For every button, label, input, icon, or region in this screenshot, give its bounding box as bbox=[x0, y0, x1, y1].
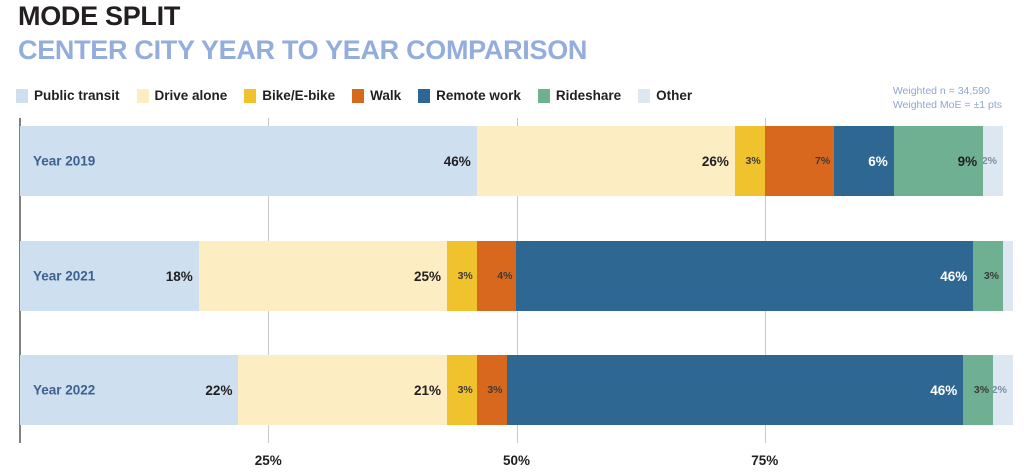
bar-segment-rideshare[interactable]: 3% bbox=[963, 355, 994, 425]
bar-row: 18% 25% 3% 4% 46% 3% Year 2021 bbox=[20, 241, 1013, 311]
bar-segment-walk[interactable]: 7% bbox=[764, 126, 835, 196]
x-tick-label: 25% bbox=[254, 453, 282, 468]
legend-item-walk[interactable]: Walk bbox=[352, 88, 401, 103]
bar-segment-public-transit[interactable]: 46% bbox=[20, 126, 477, 196]
bar-row: 46% 26% 3% 7% 6% 9% 2% Year 2019 bbox=[20, 126, 1013, 196]
weighted-moe-text: Weighted MoE = ±1 pts bbox=[892, 99, 1002, 112]
segment-value-label: 3% bbox=[457, 270, 473, 282]
legend-swatch-icon bbox=[418, 88, 431, 103]
legend-label: Drive alone bbox=[154, 88, 228, 103]
segment-value-label: 25% bbox=[413, 268, 441, 284]
bar-segment-drive-alone[interactable]: 25% bbox=[198, 241, 447, 311]
bar-segment-remote-work[interactable]: 46% bbox=[516, 241, 974, 311]
legend-swatch-icon bbox=[638, 88, 651, 103]
segment-value-label: 9% bbox=[957, 153, 978, 169]
bar-segment-other[interactable]: 2% bbox=[993, 355, 1013, 425]
legend-item-rideshare[interactable]: Rideshare bbox=[537, 88, 622, 103]
bar-segment-public-transit[interactable]: 18% bbox=[20, 241, 199, 311]
segment-value-label: 3% bbox=[487, 384, 503, 396]
segment-value-label: 2% bbox=[983, 155, 998, 167]
bar-segment-bike-e-bike[interactable]: 3% bbox=[446, 241, 477, 311]
legend-item-public-transit[interactable]: Public transit bbox=[16, 88, 120, 103]
bar-segment-remote-work[interactable]: 6% bbox=[834, 126, 894, 196]
segment-value-label: 4% bbox=[497, 270, 513, 282]
bar-segment-rideshare[interactable]: 3% bbox=[973, 241, 1004, 311]
legend-item-other[interactable]: Other bbox=[638, 88, 692, 103]
legend-swatch-icon bbox=[244, 88, 257, 103]
segment-value-label: 46% bbox=[443, 153, 471, 169]
legend-swatch-icon bbox=[352, 88, 365, 103]
legend-item-drive-alone[interactable]: Drive alone bbox=[136, 88, 228, 103]
y-axis-line bbox=[19, 118, 21, 443]
segment-value-label: 26% bbox=[701, 153, 729, 169]
bar-segment-bike-e-bike[interactable]: 3% bbox=[734, 126, 765, 196]
segment-value-label: 7% bbox=[815, 155, 831, 167]
segment-value-label: 2% bbox=[993, 384, 1007, 396]
chart-plot-area: 46% 26% 3% 7% 6% 9% 2% Year 2019 18% 25% 3% 4% 46% 3%… bbox=[0, 118, 1024, 470]
legend-label: Walk bbox=[370, 88, 402, 103]
page-subtitle: CENTER CITY YEAR TO YEAR COMPARISON bbox=[18, 35, 588, 65]
bar-row: 22% 21% 3% 3% 46% 3% 2% Year 2022 bbox=[20, 355, 1013, 425]
segment-value-label: 6% bbox=[868, 153, 888, 169]
chart-legend: Public transit Drive alone Bike/E-bike Walk… bbox=[16, 88, 692, 103]
segment-value-label: 3% bbox=[457, 384, 473, 396]
bar-segment-drive-alone[interactable]: 26% bbox=[476, 126, 735, 196]
bar-segment-walk[interactable]: 3% bbox=[476, 355, 507, 425]
bar-segment-public-transit[interactable]: 22% bbox=[20, 355, 239, 425]
bar-segment-walk[interactable]: 4% bbox=[476, 241, 517, 311]
bar-row-label: Year 2019 bbox=[33, 153, 96, 169]
legend-swatch-icon bbox=[537, 88, 550, 103]
legend-label: Bike/E-bike bbox=[262, 88, 336, 103]
segment-value-label: 46% bbox=[940, 268, 968, 284]
legend-item-remote-work[interactable]: Remote work bbox=[418, 88, 521, 103]
legend-swatch-icon bbox=[136, 88, 149, 103]
x-tick-label: 75% bbox=[751, 453, 779, 468]
segment-value-label: 3% bbox=[973, 384, 990, 396]
segment-value-label: 3% bbox=[745, 155, 761, 167]
x-tick-label: 50% bbox=[502, 453, 531, 468]
bar-segment-drive-alone[interactable]: 21% bbox=[238, 355, 447, 425]
legend-swatch-icon bbox=[16, 88, 28, 103]
bar-segment-rideshare[interactable]: 9% bbox=[893, 126, 984, 196]
bar-segment-bike-e-bike[interactable]: 3% bbox=[446, 355, 477, 425]
segment-value-label: 3% bbox=[983, 270, 1000, 282]
segment-value-label: 22% bbox=[205, 382, 233, 398]
segment-value-label: 18% bbox=[165, 268, 193, 284]
x-axis: 25% 50% 75% bbox=[0, 443, 1024, 473]
legend-label: Remote work bbox=[436, 88, 521, 103]
bar-segment-remote-work[interactable]: 46% bbox=[506, 355, 964, 425]
legend-label: Other bbox=[656, 88, 693, 103]
legend-label: Rideshare bbox=[555, 88, 622, 103]
legend-item-bike-e-bike[interactable]: Bike/E-bike bbox=[244, 88, 335, 103]
page-title: MODE SPLIT bbox=[18, 1, 181, 31]
segment-value-label: 21% bbox=[413, 382, 441, 398]
bar-segment-other[interactable] bbox=[1003, 241, 1013, 311]
weighted-sample-note: Weighted n = 34,590 Weighted MoE = ±1 pt… bbox=[893, 84, 1002, 112]
segment-value-label: 46% bbox=[930, 382, 958, 398]
weighted-n-text: Weighted n = 34,590 bbox=[892, 85, 990, 97]
bar-row-label: Year 2021 bbox=[33, 268, 96, 284]
legend-label: Public transit bbox=[34, 88, 120, 103]
bar-row-label: Year 2022 bbox=[33, 382, 96, 398]
bar-segment-other[interactable]: 2% bbox=[983, 126, 1004, 196]
